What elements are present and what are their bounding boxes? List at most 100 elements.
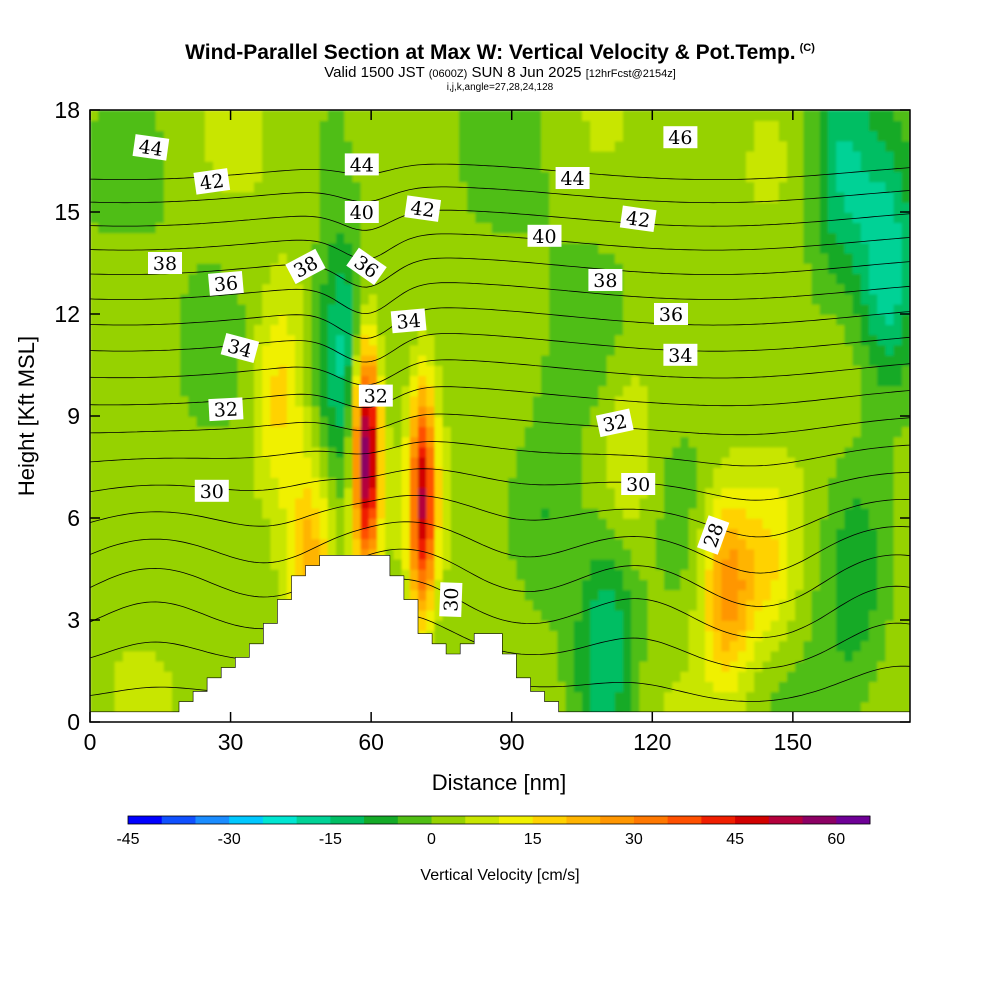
heatmap-cell (467, 487, 477, 499)
heatmap-cell (664, 436, 673, 448)
heatmap-cell (737, 344, 747, 356)
heatmap-cell (565, 314, 575, 325)
heatmap-cell (598, 538, 608, 550)
heatmap-cell (147, 528, 157, 540)
heatmap-cell (655, 334, 665, 346)
heatmap-cell (303, 528, 313, 540)
heatmap-cell (828, 599, 837, 611)
heatmap-cell (434, 334, 444, 346)
heatmap-cell (139, 416, 149, 427)
heatmap-cell (647, 528, 657, 540)
heatmap-cell (557, 416, 567, 427)
heatmap-cell (705, 283, 714, 295)
heatmap-cell (426, 467, 436, 478)
heatmap-cell (828, 507, 837, 519)
heatmap-cell (852, 232, 862, 244)
heatmap-cell (860, 334, 870, 346)
heatmap-cell (901, 609, 910, 621)
heatmap-cell (336, 426, 345, 438)
heatmap-cell (655, 538, 665, 550)
heatmap-cell (729, 538, 739, 550)
heatmap-cell (122, 354, 132, 366)
heatmap-cell (828, 252, 837, 264)
heatmap-cell (885, 334, 895, 346)
heatmap-cell (467, 579, 477, 591)
heatmap-cell (614, 293, 624, 305)
heatmap-cell (475, 528, 485, 540)
heatmap-cell (278, 395, 288, 407)
heatmap-cell (811, 558, 821, 570)
heatmap-cell (377, 232, 386, 244)
heatmap-cell (467, 263, 477, 274)
heatmap-cell (811, 660, 821, 672)
heatmap-cell (385, 548, 395, 560)
heatmap-cell (549, 212, 559, 223)
heatmap-cell (131, 375, 140, 387)
heatmap-cell (278, 446, 288, 458)
heatmap-cell (573, 650, 583, 662)
heatmap-cell (647, 324, 657, 336)
heatmap-cell (196, 650, 206, 662)
heatmap-cell (229, 456, 239, 468)
heatmap-cell (598, 303, 608, 315)
heatmap-cell (631, 273, 641, 285)
heatmap-cell (450, 263, 460, 274)
heatmap-cell (680, 548, 690, 560)
heatmap-cell (721, 283, 731, 295)
heatmap-cell (901, 671, 910, 682)
heatmap-cell (303, 436, 313, 448)
heatmap-cell (762, 599, 772, 611)
heatmap-cell (295, 436, 304, 448)
heatmap-cell (819, 293, 829, 305)
heatmap-cell (106, 416, 116, 427)
heatmap-cell (754, 518, 764, 529)
heatmap-cell (114, 283, 124, 295)
heatmap-cell (860, 558, 870, 570)
heatmap-cell (278, 569, 288, 580)
heatmap-cell (172, 640, 181, 652)
heatmap-cell (393, 385, 403, 397)
heatmap-cell (114, 558, 124, 570)
heatmap-cell (196, 620, 206, 631)
heatmap-cell (655, 385, 665, 397)
heatmap-cell (762, 212, 772, 223)
heatmap-cell (869, 263, 878, 274)
heatmap-cell (442, 477, 452, 489)
heatmap-cell (582, 293, 591, 305)
heatmap-cell (762, 660, 772, 672)
heatmap-cell (565, 497, 575, 509)
heatmap-cell (754, 477, 764, 489)
heatmap-cell (180, 518, 190, 529)
heatmap-cell (516, 252, 526, 264)
heatmap-cell (122, 630, 132, 642)
heatmap-cell (147, 620, 157, 631)
heatmap-cell (877, 467, 887, 478)
heatmap-cell (344, 263, 354, 274)
heatmap-cell (770, 497, 780, 509)
heatmap-cell (901, 283, 910, 295)
heatmap-cell (532, 303, 542, 315)
heatmap-cell (877, 365, 887, 376)
heatmap-cell (368, 334, 378, 346)
heatmap-cell (836, 477, 846, 489)
heatmap-cell (885, 528, 895, 540)
heatmap-cell (508, 395, 518, 407)
heatmap-cell (139, 324, 149, 336)
heatmap-cell (336, 385, 345, 397)
heatmap-cell (819, 650, 829, 662)
heatmap-cell (844, 416, 854, 427)
heatmap-cell (254, 344, 263, 356)
heatmap-cell (770, 579, 780, 591)
heatmap-cell (664, 334, 673, 346)
heatmap-cell (254, 212, 263, 223)
heatmap-cell (393, 263, 403, 274)
heatmap-cell (664, 395, 673, 407)
heatmap-cell (524, 405, 534, 417)
heatmap-cell (147, 579, 157, 591)
heatmap-cell (672, 609, 682, 621)
heatmap-cell (762, 303, 772, 315)
heatmap-cell (311, 232, 321, 244)
heatmap-cell (442, 314, 452, 325)
heatmap-cell (877, 548, 887, 560)
heatmap-cell (516, 609, 526, 621)
